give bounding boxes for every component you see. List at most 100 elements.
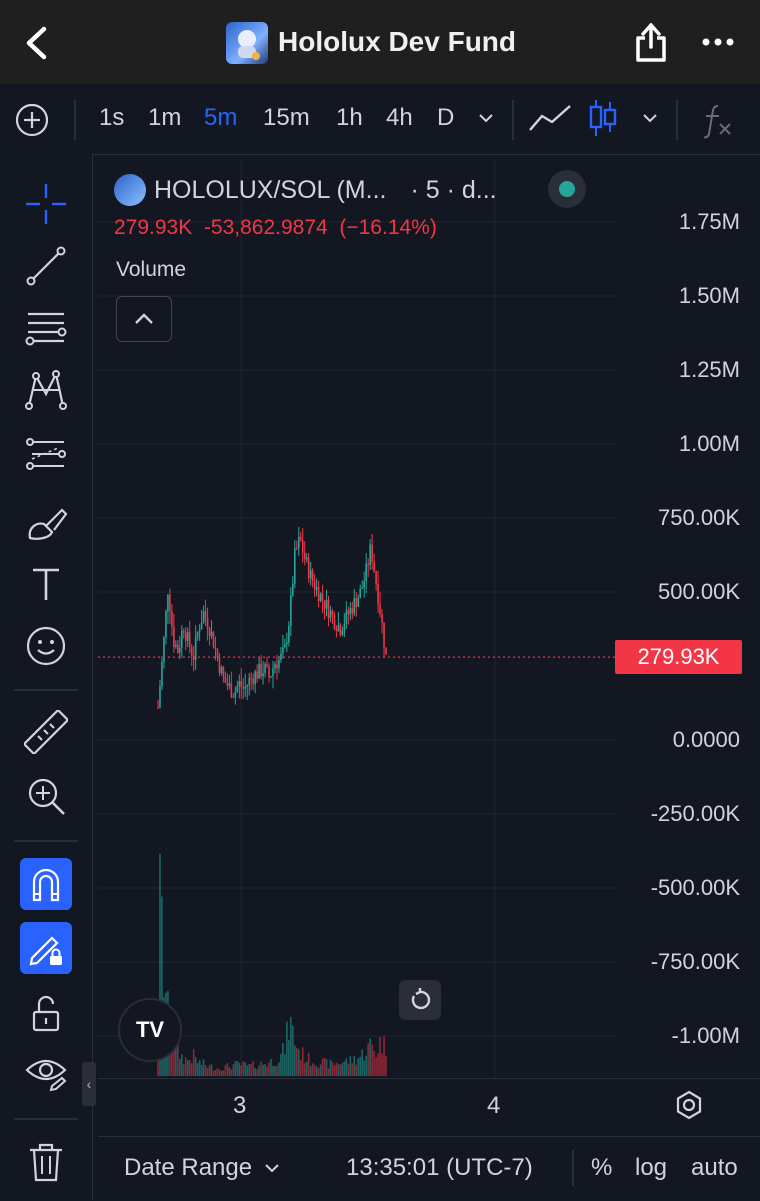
candle-body xyxy=(224,677,227,683)
candle-body xyxy=(333,614,336,629)
symbol-name[interactable]: HOLOLUX/SOL (M... xyxy=(154,175,387,204)
candle-body xyxy=(163,637,165,662)
timeframe-15m[interactable]: 15m xyxy=(263,104,310,131)
divider xyxy=(512,100,514,140)
trendline-tool[interactable] xyxy=(20,240,72,292)
pattern-tool[interactable] xyxy=(20,364,72,416)
volume-bar xyxy=(359,1056,362,1076)
emoji-icon xyxy=(26,626,66,666)
chevron-down-icon[interactable] xyxy=(640,110,660,126)
divider xyxy=(572,1150,574,1186)
fib-tool[interactable] xyxy=(20,302,72,354)
volume-bar xyxy=(367,1043,369,1076)
add-icon[interactable] xyxy=(14,102,50,138)
candle-body xyxy=(369,544,371,566)
date-range-button[interactable]: Date Range xyxy=(124,1154,281,1182)
candle-body xyxy=(161,661,163,687)
candle-body xyxy=(309,570,312,579)
candle-body xyxy=(194,636,197,660)
price-tick: -500.00K xyxy=(650,875,740,900)
settings-icon[interactable] xyxy=(674,1090,704,1120)
market-status-indicator[interactable] xyxy=(548,170,586,208)
auto-scale-toggle[interactable]: auto xyxy=(691,1154,738,1181)
candle-body xyxy=(208,628,211,637)
candle-body xyxy=(383,622,385,648)
back-icon[interactable] xyxy=(22,26,52,60)
volume-bar xyxy=(357,1058,360,1076)
candle-body xyxy=(321,593,324,601)
ruler-tool[interactable] xyxy=(20,706,72,758)
forecast-tool[interactable] xyxy=(20,430,72,482)
candle-body xyxy=(305,557,308,560)
price-tick: 0.0000 xyxy=(672,727,740,752)
volume-bar xyxy=(216,1068,219,1076)
lock-all-tool[interactable] xyxy=(20,988,72,1040)
volume-bar xyxy=(383,1036,385,1076)
time-scale[interactable] xyxy=(98,1078,760,1137)
log-scale-toggle[interactable]: log xyxy=(635,1154,668,1181)
text-tool[interactable] xyxy=(20,558,72,610)
candle-body xyxy=(319,593,322,602)
volume-bar xyxy=(321,1058,324,1076)
unlock-icon xyxy=(32,995,60,1032)
candle-body xyxy=(260,663,262,677)
reset-chart-button[interactable] xyxy=(399,980,441,1020)
volume-bar xyxy=(286,1021,288,1076)
divider xyxy=(676,100,678,140)
candle-body xyxy=(228,683,231,686)
price-scale[interactable]: 1.75M 1.50M 1.25M 1.00M 750.00K 500.00K 0.0000… xyxy=(616,160,760,1078)
volume-bar xyxy=(268,1062,270,1076)
chevron-up-icon xyxy=(135,313,153,324)
volume-indicator-label[interactable]: Volume xyxy=(116,258,187,281)
candles-icon[interactable] xyxy=(588,98,618,138)
volume-bar xyxy=(325,1059,328,1076)
divider xyxy=(14,1118,78,1120)
fx-icon[interactable] xyxy=(700,100,734,140)
price-tick: -250.00K xyxy=(650,801,740,826)
volume-bar xyxy=(303,1063,306,1076)
timeframe-1s[interactable]: 1s xyxy=(99,104,125,131)
volume-bar xyxy=(266,1066,268,1076)
percent-scale-toggle[interactable]: % xyxy=(591,1154,613,1181)
candle-body xyxy=(256,671,258,679)
volume-bar xyxy=(349,1055,352,1076)
timeframe-4h[interactable]: 4h xyxy=(386,104,413,131)
emoji-tool[interactable] xyxy=(20,620,72,672)
volume-bar xyxy=(232,1064,235,1076)
volume-bar xyxy=(333,1065,336,1076)
drawing-tools-panel xyxy=(0,154,93,1200)
stay-in-drawing-mode-tool[interactable] xyxy=(20,922,72,974)
magnet-tool[interactable] xyxy=(20,858,72,910)
candle-body xyxy=(218,657,221,674)
timeframe-5m[interactable]: 5m xyxy=(204,104,238,131)
brush-tool[interactable] xyxy=(20,496,72,548)
delete-tool[interactable] xyxy=(20,1136,72,1188)
volume-bar xyxy=(230,1069,233,1076)
timeframe-d[interactable]: D xyxy=(437,104,455,131)
volume-bar xyxy=(204,1065,207,1076)
collapse-panel-handle[interactable]: ‹ xyxy=(82,1062,96,1106)
share-icon[interactable] xyxy=(630,20,672,64)
price-chart[interactable] xyxy=(98,160,616,1078)
symbol-interval[interactable]: · 5 · d... xyxy=(410,175,497,204)
candle-body xyxy=(367,563,369,566)
symbol-legend[interactable]: HOLOLUX/SOL (M... · 5 · d... xyxy=(114,170,497,210)
candle-body xyxy=(266,664,268,667)
more-icon[interactable] xyxy=(700,32,736,52)
zoom-tool[interactable] xyxy=(20,770,72,822)
tradingview-logo[interactable]: TV xyxy=(118,998,182,1062)
candle-body xyxy=(184,632,187,642)
hide-tool[interactable] xyxy=(20,1046,72,1098)
timeframe-1m[interactable]: 1m xyxy=(148,104,182,131)
timeframe-1h[interactable]: 1h xyxy=(336,104,363,131)
time-zone-readout[interactable]: 13:35:01 (UTC-7) xyxy=(346,1154,533,1181)
chevron-down-icon[interactable] xyxy=(476,110,496,126)
volume-bar xyxy=(224,1064,227,1076)
volume-bar xyxy=(194,1057,197,1076)
candle-body xyxy=(317,587,320,602)
crosshair-tool[interactable] xyxy=(20,178,72,230)
volume-bar xyxy=(254,1068,256,1076)
line-chart-icon[interactable] xyxy=(528,102,574,134)
collapse-legend-button[interactable] xyxy=(116,296,172,342)
volume-bar xyxy=(335,1062,338,1076)
